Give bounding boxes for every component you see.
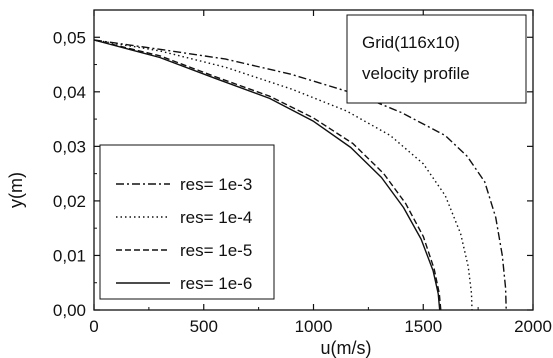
x-axis-label: u(m/s) <box>321 338 372 358</box>
series-layer <box>93 39 507 311</box>
series-line-4 <box>93 39 441 311</box>
x-tick-label: 0 <box>89 317 98 336</box>
x-tick-label: 1500 <box>404 317 442 336</box>
legend-label-1: res= 1e-3 <box>180 175 252 194</box>
y-tick-label: 0,01 <box>53 246 86 265</box>
axis-ticks: 0 500 1000 1500 2000 0,00 0,01 0,02 0,03 0,04 0,05 <box>53 10 552 336</box>
y-tick-label: 0,02 <box>53 192 86 211</box>
y-tick-label: 0,05 <box>53 28 86 47</box>
annotation-line-2: velocity profile <box>362 64 470 83</box>
legend-label-4: res= 1e-6 <box>180 274 252 293</box>
x-tick-label: 500 <box>190 317 218 336</box>
legend-frame <box>99 144 275 300</box>
annotation-line-1: Grid(116x10) <box>362 33 460 52</box>
series-line-1 <box>93 39 507 311</box>
legend-label-2: res= 1e-4 <box>180 208 252 227</box>
annotation-frame <box>346 14 527 104</box>
x-tick-label: 2000 <box>514 317 552 336</box>
legend-label-3: res= 1e-5 <box>180 241 252 260</box>
y-axis-label: y(m) <box>6 172 26 208</box>
series-line-3 <box>93 39 442 311</box>
y-tick-label: 0,03 <box>53 137 86 156</box>
y-tick-label: 0,00 <box>53 301 86 320</box>
annotation-box: Grid(116x10) velocity profile <box>346 14 527 104</box>
legend: res= 1e-3 res= 1e-4 res= 1e-5 res= 1e-6 <box>99 144 275 300</box>
y-tick-label: 0,04 <box>53 83 86 102</box>
x-tick-label: 1000 <box>295 317 333 336</box>
